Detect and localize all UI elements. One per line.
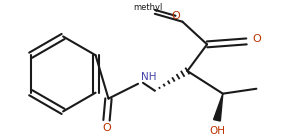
Polygon shape [214, 94, 223, 121]
Text: O: O [171, 11, 180, 21]
Text: NH: NH [141, 72, 156, 82]
Text: methyl: methyl [133, 3, 163, 12]
Text: OH: OH [209, 126, 225, 136]
Text: O: O [252, 34, 261, 44]
Text: O: O [102, 123, 111, 133]
